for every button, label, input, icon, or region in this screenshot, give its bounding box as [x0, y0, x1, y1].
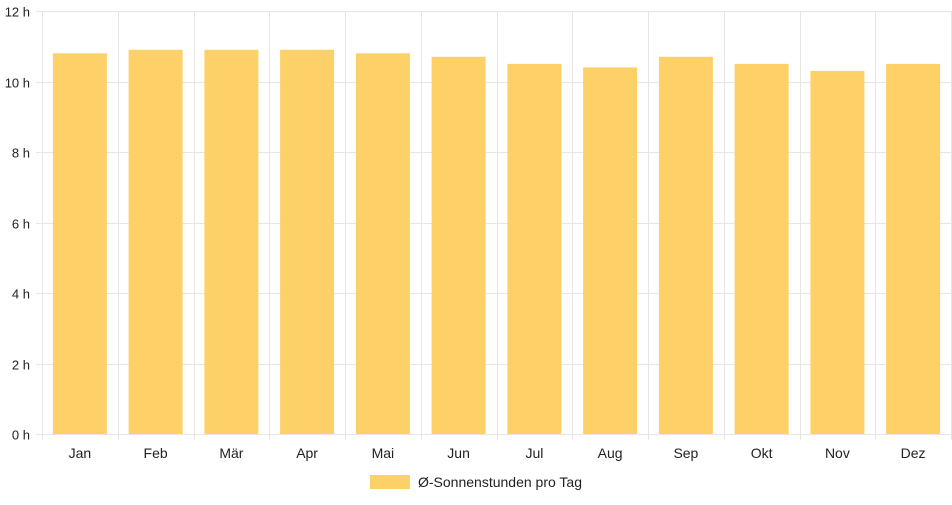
x-axis: Jan Feb Mär Apr Mai Jun Jul Aug Sep Okt Nov Dez: [69, 445, 926, 461]
x-tick-label: Mai: [372, 445, 395, 461]
y-tick-label: 10 h: [5, 76, 30, 91]
grid-layer: [36, 11, 952, 440]
x-tick-label: Feb: [144, 445, 168, 461]
bar-layer: [52, 49, 941, 435]
y-tick-label: 4 h: [12, 287, 30, 302]
legend-label: Ø-Sonnenstunden pro Tag: [418, 474, 582, 490]
x-tick-label: Jun: [447, 445, 470, 461]
legend-swatch: [370, 475, 410, 489]
x-tick-label: Nov: [825, 445, 850, 461]
bar-jan[interactable]: [52, 53, 107, 435]
y-tick-label: 8 h: [12, 146, 30, 161]
y-tick-label: 6 h: [12, 217, 30, 232]
bar-nov[interactable]: [810, 70, 865, 435]
y-axis: 0 h 2 h 4 h 6 h 8 h 10 h 12 h: [5, 5, 30, 443]
bar-jun[interactable]: [431, 56, 486, 435]
bar-okt[interactable]: [734, 63, 789, 435]
bar-dez[interactable]: [886, 63, 941, 435]
bar-mai[interactable]: [355, 53, 410, 435]
bar-jul[interactable]: [507, 63, 562, 435]
y-tick-label: 0 h: [12, 428, 30, 443]
bar-apr[interactable]: [280, 49, 335, 435]
x-tick-label: Dez: [901, 445, 926, 461]
x-tick-label: Jan: [69, 445, 92, 461]
bar-aug[interactable]: [583, 67, 638, 435]
x-tick-label: Jul: [525, 445, 543, 461]
y-tick-label: 2 h: [12, 358, 30, 373]
x-tick-label: Sep: [673, 445, 698, 461]
x-tick-label: Mär: [219, 445, 243, 461]
x-tick-label: Okt: [751, 445, 773, 461]
bar-feb[interactable]: [128, 49, 183, 435]
x-tick-label: Aug: [598, 445, 623, 461]
x-tick-label: Apr: [296, 445, 318, 461]
bar-sep[interactable]: [658, 56, 713, 435]
y-tick-label: 12 h: [5, 5, 30, 20]
legend[interactable]: Ø-Sonnenstunden pro Tag: [0, 472, 952, 492]
bar-mär[interactable]: [204, 49, 259, 435]
